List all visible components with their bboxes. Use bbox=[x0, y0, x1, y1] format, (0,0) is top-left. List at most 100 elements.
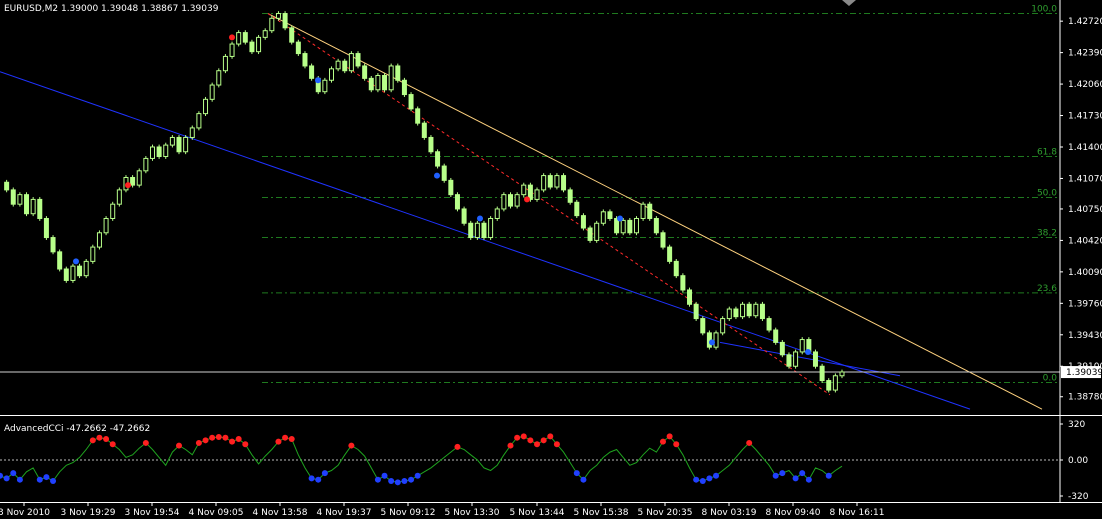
bar-body bbox=[541, 175, 547, 191]
price-bar bbox=[421, 120, 427, 140]
cci-high-dot bbox=[235, 436, 242, 442]
price-bar bbox=[203, 96, 209, 117]
bar-body bbox=[448, 179, 454, 196]
bar-body bbox=[461, 208, 467, 224]
bar-body bbox=[375, 74, 381, 91]
trendline[interactable] bbox=[719, 341, 901, 377]
cci-low-dot bbox=[414, 472, 421, 479]
price-bar bbox=[600, 209, 606, 226]
time-tick-label: 8 Nov 03:19 bbox=[702, 508, 757, 518]
time-tick-label: 3 Nov 19:54 bbox=[125, 508, 180, 518]
cci-low-dot bbox=[408, 476, 415, 483]
fib-level-label: 0.0 bbox=[1043, 373, 1058, 383]
time-axis[interactable]: 3 Nov 2010 3 Nov 19:29 3 Nov 19:54 4 Nov 09… bbox=[0, 502, 884, 518]
bar-body bbox=[289, 27, 295, 43]
bar-body bbox=[149, 146, 155, 159]
signal-markers bbox=[73, 34, 811, 355]
cci-pane[interactable]: 320 0.00 -320 AdvancedCCi -47.2662 -47.266… bbox=[0, 420, 1089, 502]
bar-body bbox=[812, 351, 818, 367]
time-tick-label: 5 Nov 13:44 bbox=[510, 508, 565, 518]
fib-level-label: 50.0 bbox=[1037, 189, 1057, 199]
price-axis[interactable]: 1.42720 1.42390 1.42060 1.41730 1.41400 1.410… bbox=[1060, 17, 1102, 403]
price-bar bbox=[779, 340, 785, 358]
fib-level-label: 61.8 bbox=[1037, 148, 1057, 158]
price-bar bbox=[83, 259, 89, 279]
bar-body bbox=[786, 354, 792, 367]
cci-low-dot bbox=[580, 476, 587, 483]
price-bar bbox=[680, 273, 686, 293]
cci-low-dot bbox=[792, 475, 799, 482]
price-bar bbox=[693, 301, 699, 321]
bar-body bbox=[667, 246, 673, 262]
cci-high-dot bbox=[514, 434, 521, 441]
signal-marker bbox=[617, 215, 623, 222]
bar-body bbox=[322, 79, 328, 93]
price-bar bbox=[627, 218, 633, 236]
price-bar bbox=[594, 220, 600, 243]
cci-high-dot bbox=[288, 436, 295, 442]
cci-low-dot bbox=[16, 476, 23, 483]
cci-high-dot bbox=[275, 438, 282, 445]
price-bar bbox=[766, 316, 772, 333]
price-bar bbox=[143, 156, 149, 174]
price-bar bbox=[826, 378, 832, 393]
price-bar bbox=[17, 192, 23, 207]
bar-body bbox=[521, 184, 527, 196]
bar-body bbox=[759, 303, 765, 320]
bar-body bbox=[90, 246, 96, 262]
cci-low-dot bbox=[3, 475, 10, 482]
cci-high-dot bbox=[553, 441, 560, 448]
price-bar bbox=[653, 216, 659, 236]
bar-body bbox=[720, 318, 726, 334]
bar-body bbox=[222, 55, 228, 72]
price-bar bbox=[328, 66, 334, 83]
bar-body bbox=[474, 222, 480, 239]
cci-high-dot bbox=[142, 439, 149, 446]
price-bar bbox=[96, 230, 102, 250]
bar-body bbox=[733, 308, 739, 318]
trendline[interactable] bbox=[267, 13, 831, 396]
bar-body bbox=[508, 194, 514, 207]
time-tick-label: 4 Nov 19:37 bbox=[317, 508, 372, 518]
price-bar bbox=[375, 73, 381, 93]
price-bar bbox=[448, 177, 454, 198]
price-bar bbox=[660, 230, 666, 250]
time-tick-label: 8 Nov 16:11 bbox=[830, 508, 885, 518]
price-tick-label: 1.40090 bbox=[1068, 268, 1102, 278]
bar-body bbox=[839, 371, 845, 377]
price-bar bbox=[614, 216, 620, 236]
bar-body bbox=[96, 232, 102, 248]
fibonacci-retracement[interactable]: 100.0 61.8 50.0 38.2 23.6 0.0 bbox=[262, 5, 1058, 384]
cci-low-dot bbox=[374, 476, 381, 483]
bar-body bbox=[428, 136, 434, 153]
price-bar bbox=[43, 216, 49, 240]
bar-body bbox=[680, 275, 686, 291]
price-pane[interactable]: 100.061.850.038.223.60.0 1.427201.423901… bbox=[0, 4, 1102, 410]
time-tick-label: 5 Nov 20:35 bbox=[638, 508, 693, 518]
price-bar bbox=[673, 259, 679, 279]
price-bar bbox=[302, 51, 308, 69]
price-bar bbox=[753, 301, 759, 319]
bar-body bbox=[660, 232, 666, 248]
time-tick-label: 3 Nov 2010 bbox=[0, 508, 50, 518]
bar-body bbox=[30, 198, 36, 215]
price-bar bbox=[275, 11, 281, 21]
price-tick-label: 1.39430 bbox=[1068, 331, 1102, 341]
bar-body bbox=[183, 136, 189, 153]
bar-body bbox=[514, 194, 520, 207]
price-bar bbox=[176, 135, 182, 155]
cci-high-dot bbox=[666, 433, 673, 440]
caret-down-icon[interactable] bbox=[842, 0, 856, 6]
price-bar bbox=[759, 301, 765, 321]
bar-body bbox=[362, 65, 368, 79]
bar-body bbox=[130, 176, 136, 186]
bar-body bbox=[269, 17, 275, 32]
bar-body bbox=[481, 222, 487, 239]
price-bar bbox=[368, 75, 374, 93]
bar-body bbox=[488, 217, 494, 239]
time-tick-label: 5 Nov 15:38 bbox=[574, 508, 629, 518]
price-bar bbox=[580, 213, 586, 231]
bar-body bbox=[640, 203, 646, 219]
time-tick-label: 4 Nov 13:58 bbox=[253, 508, 308, 518]
